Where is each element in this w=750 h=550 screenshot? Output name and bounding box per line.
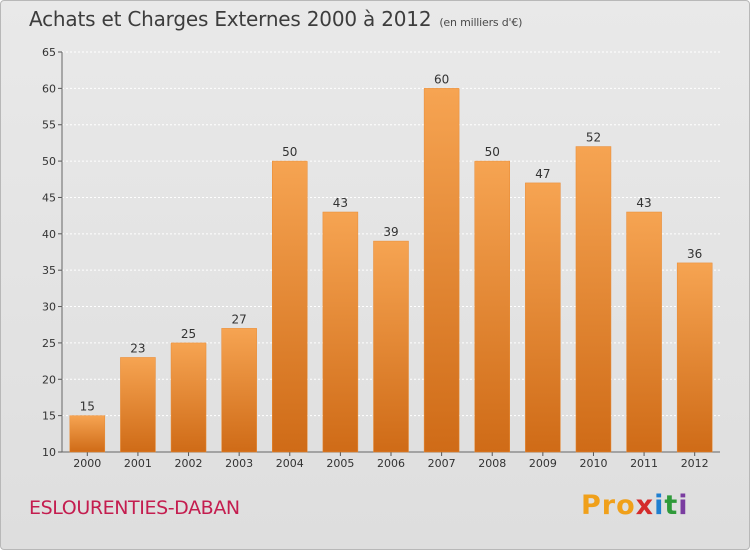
x-tick-label: 2012 — [681, 457, 709, 470]
y-tick-label: 15 — [42, 410, 56, 423]
y-tick-label: 20 — [42, 373, 56, 386]
bar-value-label: 43 — [333, 196, 348, 210]
bar — [170, 342, 207, 453]
bar-layer — [69, 88, 713, 453]
y-tick-label: 35 — [42, 264, 56, 277]
logo-part: Pro — [581, 490, 636, 521]
bar — [676, 262, 713, 453]
y-tick-label: 30 — [42, 301, 56, 314]
x-tick-label: 2000 — [73, 457, 101, 470]
bar — [474, 160, 510, 453]
x-tick-label: 2009 — [529, 457, 557, 470]
x-tick-label: 2007 — [428, 457, 456, 470]
bar — [69, 415, 106, 453]
commune-name: ESLOURENTIES-DABAN — [29, 497, 240, 519]
x-tick-label: 2002 — [175, 457, 203, 470]
bar-value-label: 27 — [232, 312, 247, 326]
bar-value-label: 25 — [181, 327, 196, 341]
bar-value-label: 47 — [535, 167, 550, 181]
bar — [525, 182, 561, 453]
logo-part: x — [635, 490, 655, 521]
logo-part: i — [654, 490, 665, 521]
logo-part: i — [678, 490, 689, 521]
bar-value-label: 23 — [130, 341, 145, 355]
bar-value-label: 43 — [636, 196, 651, 210]
bar-value-label: 60 — [434, 72, 449, 86]
bar-value-label: 50 — [485, 145, 500, 159]
bar — [626, 211, 662, 453]
y-tick-label: 10 — [42, 446, 56, 459]
label-layer: 15 23 25 27 50 43 39 60 50 47 52 43 36 — [80, 72, 703, 413]
bar — [322, 211, 359, 453]
y-tick-label: 45 — [42, 191, 56, 204]
chart-title: Achats et Charges Externes 2000 à 2012 (e… — [29, 7, 522, 31]
y-tick-label: 40 — [42, 228, 56, 241]
bar — [423, 88, 460, 453]
logo-part: t — [664, 490, 679, 521]
bar — [373, 240, 409, 453]
y-tick-label: 50 — [42, 155, 56, 168]
y-tick-label: 65 — [42, 46, 56, 59]
x-tick-label: 2005 — [326, 457, 354, 470]
bar-value-label: 39 — [383, 225, 398, 239]
proxiti-logo[interactable]: Proxiti — [581, 490, 689, 521]
bar — [221, 328, 257, 453]
x-tick-label: 2010 — [579, 457, 607, 470]
bar-value-label: 36 — [687, 247, 702, 261]
bar — [120, 357, 156, 453]
x-tick-label: 2008 — [478, 457, 506, 470]
x-tick-label: 2011 — [630, 457, 658, 470]
x-tick-label: 2003 — [225, 457, 253, 470]
bar-value-label: 50 — [282, 145, 297, 159]
chart-title-text: Achats et Charges Externes 2000 à 2012 — [29, 7, 432, 31]
y-tick-label: 25 — [42, 337, 56, 350]
bar — [272, 160, 308, 453]
x-tick-label: 2001 — [124, 457, 152, 470]
bar-value-label: 52 — [586, 131, 601, 145]
x-tick-label: 2004 — [276, 457, 304, 470]
x-tick-label: 2006 — [377, 457, 405, 470]
y-tick-label: 60 — [42, 82, 56, 95]
y-tick-label: 55 — [42, 119, 56, 132]
bar — [575, 146, 612, 453]
chart-subtitle: (en milliers d'€) — [439, 16, 523, 29]
bar-value-label: 15 — [80, 400, 95, 414]
